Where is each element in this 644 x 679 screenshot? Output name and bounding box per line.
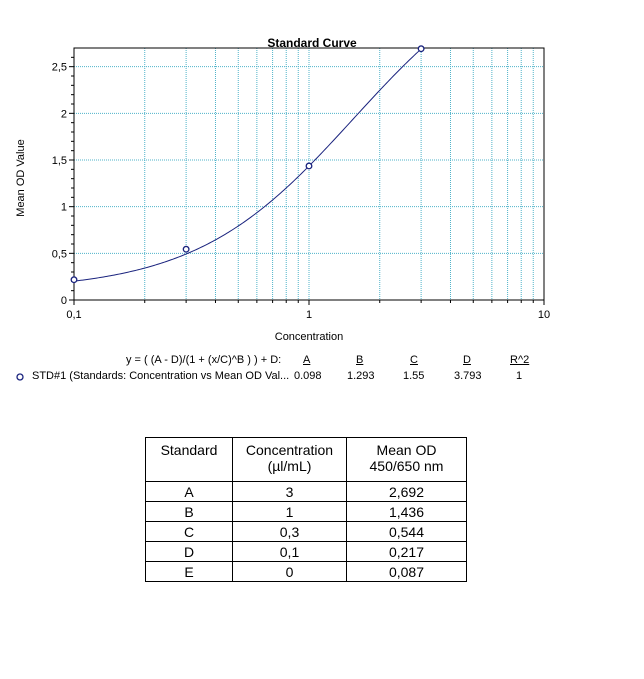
fit-header-r2: R^2 <box>510 354 530 366</box>
row-standard: A <box>145 481 233 502</box>
row-standard: D <box>145 541 233 562</box>
fit-value-a: 0.098 <box>294 370 322 382</box>
row-standard: C <box>145 521 233 542</box>
row-standard: B <box>145 501 233 522</box>
data-point <box>70 276 78 284</box>
table-row: A 3 2,692 <box>145 481 467 502</box>
table-row: D 0,1 0,217 <box>145 541 467 562</box>
row-mean-od: 0,087 <box>346 561 467 582</box>
fit-equation: y = ( (A - D)/(1 + (x/C)^B ) ) + D: <box>126 354 282 366</box>
fit-value-c: 1.55 <box>403 370 425 382</box>
fit-value-d: 3.793 <box>454 370 482 382</box>
fit-header-c: C <box>410 354 418 366</box>
col-header-standard: Standard <box>145 437 233 482</box>
axis-ticks: 0 0,5 1 1,5 2 2,5 0,1 1 10 <box>52 56 550 321</box>
col-header-mean-od: Mean OD 450/650 nm <box>346 437 467 482</box>
x-axis-label: Concentration <box>275 331 344 343</box>
fit-header-a: A <box>303 354 311 366</box>
y-tick-label: 1,5 <box>52 155 67 167</box>
data-points <box>70 45 425 284</box>
row-mean-od: 1,436 <box>346 501 467 522</box>
table-row: E 0 0,087 <box>145 561 467 582</box>
table-row: C 0,3 0,544 <box>145 521 467 542</box>
x-tick-label: 1 <box>306 309 312 321</box>
row-concentration: 0,3 <box>232 521 347 542</box>
y-tick-label: 2 <box>61 108 67 120</box>
standards-table: Standard Concentration (µl/mL) Mean OD 4… <box>145 437 467 582</box>
fit-curve-line <box>73 48 422 282</box>
table-row: B 1 1,436 <box>145 501 467 522</box>
legend-series-label: STD#1 (Standards: Concentration vs Mean … <box>32 370 290 382</box>
fit-parameters-legend: y = ( (A - D)/(1 + (x/C)^B ) ) + D: A B … <box>0 354 644 388</box>
col-header-concentration: Concentration (µl/mL) <box>232 437 347 482</box>
chart-title: Standard Curve <box>267 36 357 50</box>
row-mean-od: 0,544 <box>346 521 467 542</box>
fit-header-b: B <box>356 354 364 366</box>
standard-curve-chart: Standard Curve 0 0,5 1 1,5 2 2,5 0,1 1 10 Concen… <box>15 36 550 343</box>
fit-value-r2: 1 <box>516 370 523 382</box>
y-tick-label: 1 <box>61 202 67 214</box>
legend-marker-icon <box>16 373 24 381</box>
row-mean-od: 2,692 <box>346 481 467 502</box>
x-tick-label: 0,1 <box>66 309 81 321</box>
y-tick-label: 0,5 <box>52 248 67 260</box>
row-concentration: 0 <box>232 561 347 582</box>
y-tick-label: 0 <box>61 295 67 307</box>
grid-lines <box>74 48 544 300</box>
fit-header-d: D <box>463 354 471 366</box>
data-point <box>182 245 190 253</box>
row-mean-od: 0,217 <box>346 541 467 562</box>
fit-value-b: 1.293 <box>347 370 375 382</box>
data-point <box>305 162 313 170</box>
row-standard: E <box>145 561 233 582</box>
row-concentration: 3 <box>232 481 347 502</box>
y-axis-label: Mean OD Value <box>15 139 27 216</box>
row-concentration: 1 <box>232 501 347 522</box>
data-point <box>417 45 425 53</box>
fit-curve <box>73 48 422 282</box>
x-tick-label: 10 <box>538 309 550 321</box>
y-tick-label: 2,5 <box>52 62 67 74</box>
row-concentration: 0,1 <box>232 541 347 562</box>
